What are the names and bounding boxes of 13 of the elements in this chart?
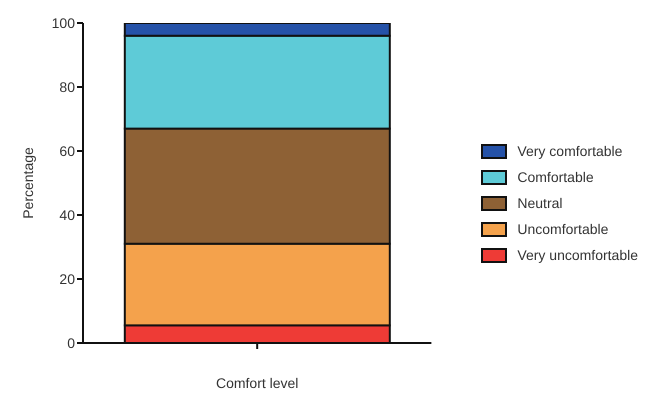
- y-tick-label: 80: [59, 78, 76, 95]
- legend-label: Very uncomfortable: [517, 247, 638, 263]
- legend-label: Very comfortable: [517, 143, 622, 159]
- y-tick-label: 0: [67, 334, 76, 351]
- y-tick-label: 60: [59, 142, 76, 159]
- legend-label: Comfortable: [517, 169, 594, 185]
- y-tick-label: 20: [59, 270, 76, 287]
- legend-label: Uncomfortable: [517, 221, 608, 237]
- legend-label: Neutral: [517, 195, 563, 211]
- y-tick-label: 40: [59, 206, 76, 223]
- y-tick-label: 100: [52, 14, 76, 31]
- y-axis-title: Percentage: [20, 146, 36, 219]
- x-axis-title: Comfort level: [216, 375, 298, 391]
